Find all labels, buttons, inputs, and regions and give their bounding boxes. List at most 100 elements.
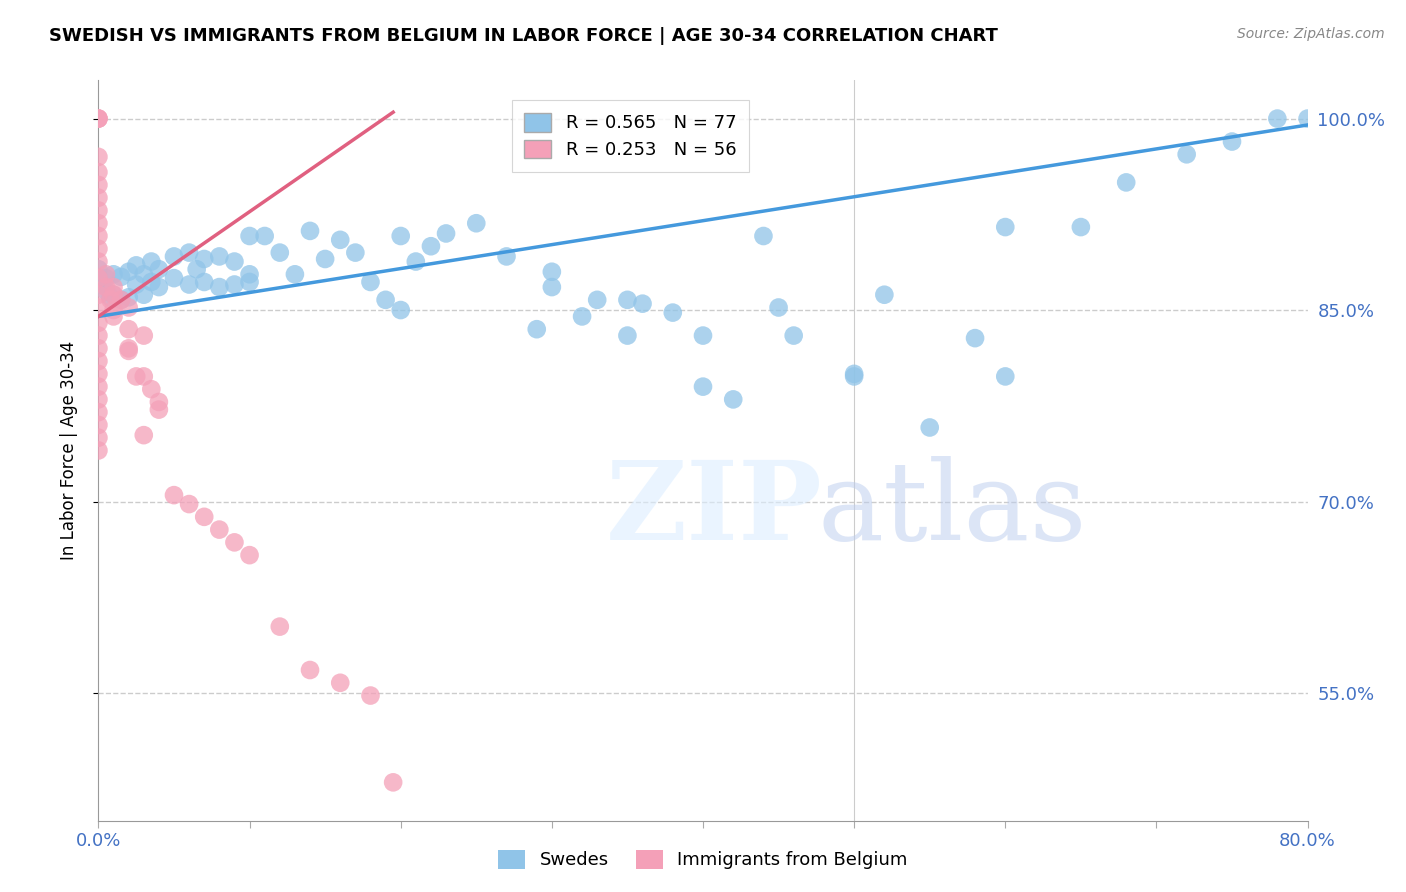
Point	[360, 275, 382, 289]
Point	[103, 287, 125, 301]
Point	[132, 268, 155, 282]
Point	[224, 277, 246, 292]
Point	[118, 265, 141, 279]
Point	[132, 287, 155, 301]
Point	[1175, 147, 1198, 161]
Point	[239, 268, 262, 282]
Point	[87, 216, 110, 230]
Point	[752, 229, 775, 244]
Point	[87, 178, 110, 192]
Point	[118, 301, 141, 315]
Point	[844, 367, 866, 381]
Point	[269, 245, 291, 260]
Point	[87, 254, 110, 268]
Point	[179, 277, 201, 292]
Point	[87, 242, 110, 256]
Point	[110, 293, 132, 307]
Point	[87, 379, 110, 393]
Point	[87, 342, 110, 356]
Point	[87, 112, 110, 126]
Point	[87, 316, 110, 330]
Point	[125, 277, 148, 292]
Point	[125, 259, 148, 273]
Point	[994, 369, 1017, 384]
Point	[100, 293, 122, 307]
Point	[661, 305, 683, 319]
Point	[329, 675, 352, 690]
Point	[94, 280, 117, 294]
Point	[87, 287, 110, 301]
Point	[571, 310, 593, 324]
Point	[141, 382, 163, 396]
Point	[118, 290, 141, 304]
Point	[94, 284, 117, 298]
Point	[208, 249, 231, 263]
Point	[284, 268, 307, 282]
Point	[163, 271, 186, 285]
Point	[148, 395, 170, 409]
Point	[118, 322, 141, 336]
Point	[768, 301, 790, 315]
Point	[692, 379, 714, 393]
Point	[389, 303, 412, 318]
Point	[87, 392, 110, 407]
Point	[239, 548, 262, 562]
Text: ZIP: ZIP	[606, 456, 823, 563]
Point	[193, 252, 215, 266]
Point	[783, 328, 806, 343]
Point	[1115, 175, 1137, 189]
Point	[420, 239, 443, 253]
Point	[616, 293, 638, 307]
Point	[224, 254, 246, 268]
Point	[87, 277, 110, 292]
Point	[141, 254, 163, 268]
Point	[329, 233, 352, 247]
Point	[1296, 112, 1319, 126]
Point	[1267, 112, 1289, 126]
Point	[87, 112, 110, 126]
Point	[965, 331, 987, 345]
Point	[179, 497, 201, 511]
Point	[132, 369, 155, 384]
Point	[540, 265, 562, 279]
Point	[382, 775, 405, 789]
Point	[163, 488, 186, 502]
Point	[163, 249, 186, 263]
Point	[526, 322, 548, 336]
Point	[132, 428, 155, 442]
Point	[239, 229, 262, 244]
Point	[100, 290, 122, 304]
Point	[208, 523, 231, 537]
Point	[314, 252, 336, 266]
Point	[103, 287, 125, 301]
Point	[103, 310, 125, 324]
Point	[844, 369, 866, 384]
Point	[141, 275, 163, 289]
Point	[193, 275, 215, 289]
Point	[692, 328, 714, 343]
Point	[918, 420, 941, 434]
Point	[1070, 220, 1092, 235]
Point	[616, 328, 638, 343]
Point	[87, 271, 110, 285]
Point	[405, 254, 427, 268]
Point	[87, 262, 110, 277]
Point	[118, 343, 141, 358]
Point	[110, 293, 132, 307]
Point	[193, 509, 215, 524]
Point	[224, 535, 246, 549]
Point	[87, 443, 110, 458]
Point	[125, 369, 148, 384]
Point	[495, 249, 517, 263]
Point	[253, 229, 276, 244]
Point	[87, 417, 110, 432]
Point	[631, 296, 654, 310]
Point	[465, 216, 488, 230]
Point	[132, 328, 155, 343]
Legend: Swedes, Immigrants from Belgium: Swedes, Immigrants from Belgium	[489, 841, 917, 879]
Point	[374, 293, 396, 307]
Point	[723, 392, 745, 407]
Text: Source: ZipAtlas.com: Source: ZipAtlas.com	[1237, 27, 1385, 41]
Point	[179, 245, 201, 260]
Point	[94, 268, 117, 282]
